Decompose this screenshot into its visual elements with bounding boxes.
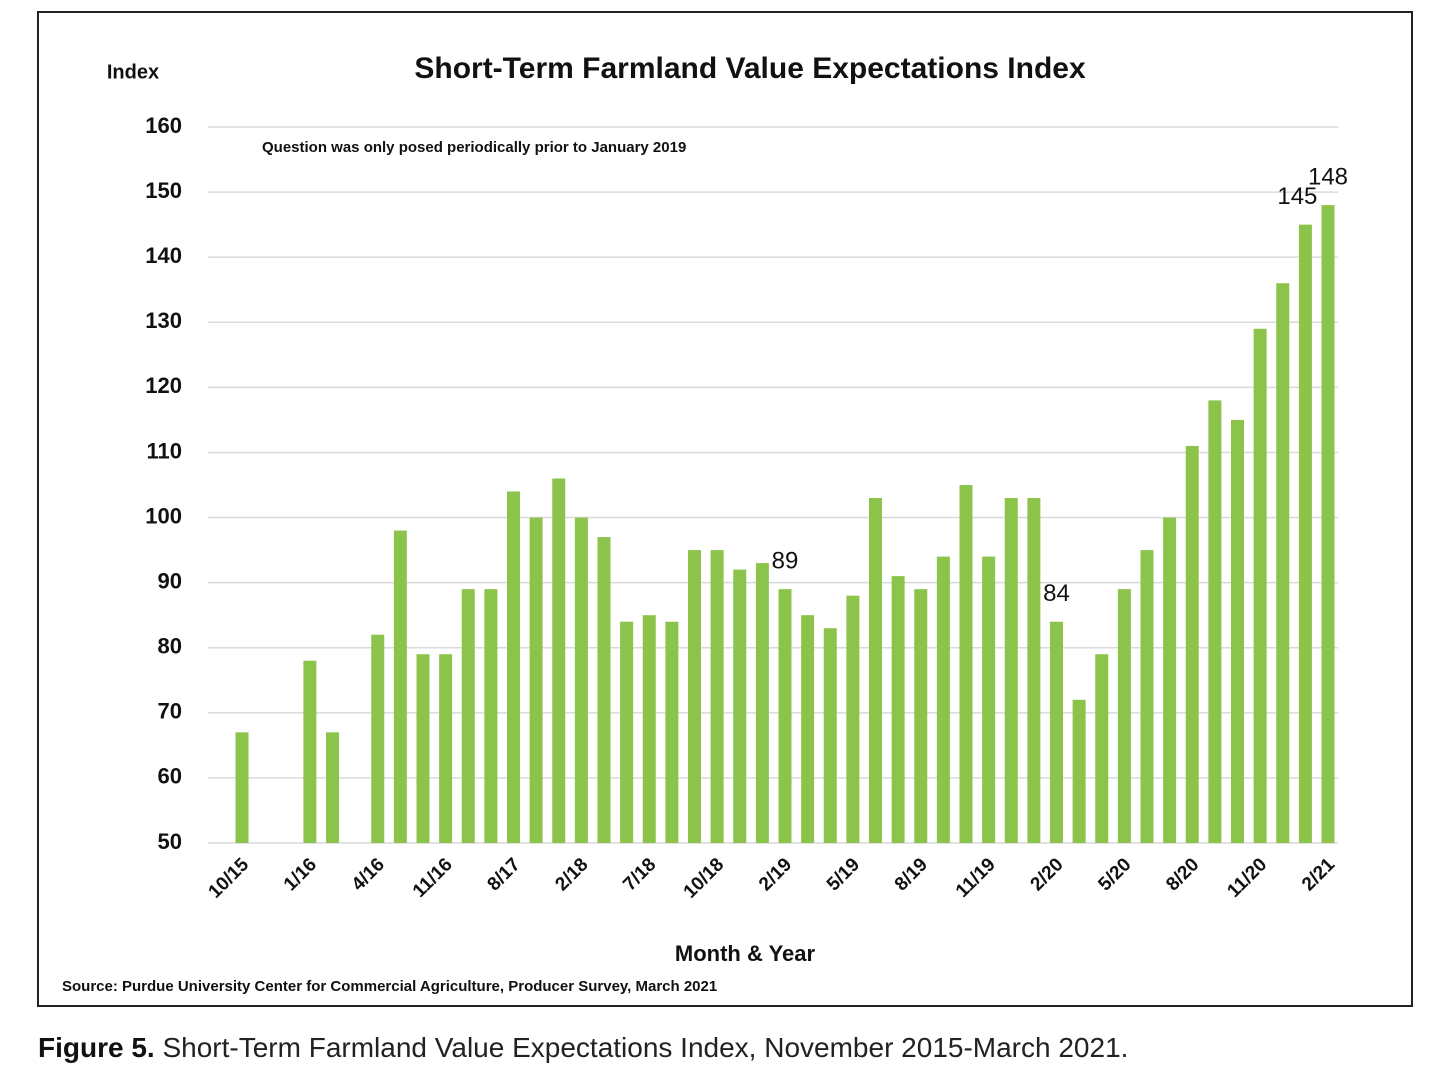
bar (439, 654, 453, 843)
bar (665, 621, 679, 843)
y-tick-label: 60 (158, 764, 182, 789)
bar (1117, 589, 1131, 843)
x-tick-label: 11/20 (1223, 854, 1271, 902)
x-tick-label: 8/20 (1162, 854, 1203, 895)
data-label: 89 (772, 547, 799, 574)
bar (1095, 654, 1109, 843)
bar (688, 550, 701, 843)
bar (1231, 419, 1244, 843)
y-axis-label: Index (107, 61, 159, 83)
x-tick-label: 5/19 (823, 854, 864, 895)
x-tick-label: 5/20 (1094, 854, 1135, 895)
x-tick-label: 11/16 (409, 854, 457, 902)
data-label: 148 (1308, 163, 1348, 190)
bar (529, 517, 543, 843)
chart-frame (37, 11, 1413, 1007)
x-tick-label: 8/19 (891, 854, 932, 895)
bar (846, 595, 860, 843)
y-tick-label: 90 (158, 568, 182, 593)
bar (891, 576, 905, 843)
caption-text: Short-Term Farmland Value Expectations I… (162, 1032, 1128, 1063)
x-tick-label: 2/18 (551, 854, 592, 895)
bar (755, 563, 769, 843)
y-tick-label: 70 (158, 699, 182, 724)
bar (642, 615, 656, 843)
bar (733, 569, 747, 843)
bar (1253, 328, 1267, 843)
y-tick-label: 80 (158, 634, 182, 659)
bar (461, 589, 475, 843)
bar (597, 537, 611, 843)
bar (710, 550, 724, 843)
bar (303, 660, 317, 843)
y-tick-label: 110 (147, 438, 183, 463)
chart-title: Short-Term Farmland Value Expectations I… (414, 52, 1086, 85)
x-tick-label: 11/19 (952, 854, 1000, 902)
bar (371, 634, 385, 843)
y-tick-label: 50 (158, 829, 182, 854)
source: Source: Purdue University Center for Com… (62, 978, 717, 995)
bar (823, 628, 837, 843)
y-tick-label: 130 (145, 308, 182, 333)
x-tick-label: 2/20 (1027, 854, 1068, 895)
bar (326, 732, 339, 843)
x-tick-label: 10/18 (680, 854, 728, 902)
bar (416, 654, 430, 843)
y-tick-label: 120 (145, 373, 182, 398)
x-tick-label: 7/18 (619, 854, 660, 895)
y-tick-label: 150 (145, 178, 182, 203)
bar (235, 732, 249, 843)
x-tick-label: 4/16 (348, 854, 389, 895)
caption-lead: Figure 5. (38, 1032, 155, 1063)
data-label: 84 (1043, 580, 1070, 607)
bar (801, 615, 815, 843)
bar (1072, 699, 1086, 843)
bar (1185, 445, 1199, 843)
data-label: 145 (1277, 183, 1317, 210)
bar (1298, 224, 1312, 844)
x-axis-label: Month & Year (675, 941, 816, 966)
bar (1050, 621, 1063, 843)
bar (1004, 498, 1018, 843)
y-tick-label: 100 (145, 503, 182, 528)
y-tick-label: 140 (145, 243, 182, 268)
caption: Figure 5. Short-Term Farmland Value Expe… (38, 1032, 1128, 1063)
bar (959, 485, 973, 843)
bar (869, 498, 882, 843)
bar (914, 589, 928, 843)
bar (1140, 550, 1154, 843)
x-tick-label: 1/16 (280, 854, 321, 895)
y-tick-label: 160 (145, 113, 182, 138)
bar (936, 556, 950, 843)
x-tick-label: 2/19 (755, 854, 796, 895)
bar (620, 621, 634, 843)
bar (778, 589, 792, 843)
bar (1027, 498, 1041, 843)
bar (1276, 283, 1290, 844)
bar (507, 491, 520, 843)
x-tick-label: 2/21 (1298, 854, 1339, 895)
bar (1163, 517, 1177, 843)
bar (393, 530, 407, 843)
bar (552, 478, 566, 843)
bar (574, 517, 588, 843)
bar (484, 589, 498, 843)
note: Question was only posed periodically pri… (262, 139, 686, 156)
bar (982, 556, 996, 843)
x-tick-label: 8/17 (484, 854, 525, 895)
bar (1321, 205, 1335, 844)
x-tick-label: 10/15 (205, 854, 254, 903)
bar (1208, 400, 1222, 843)
